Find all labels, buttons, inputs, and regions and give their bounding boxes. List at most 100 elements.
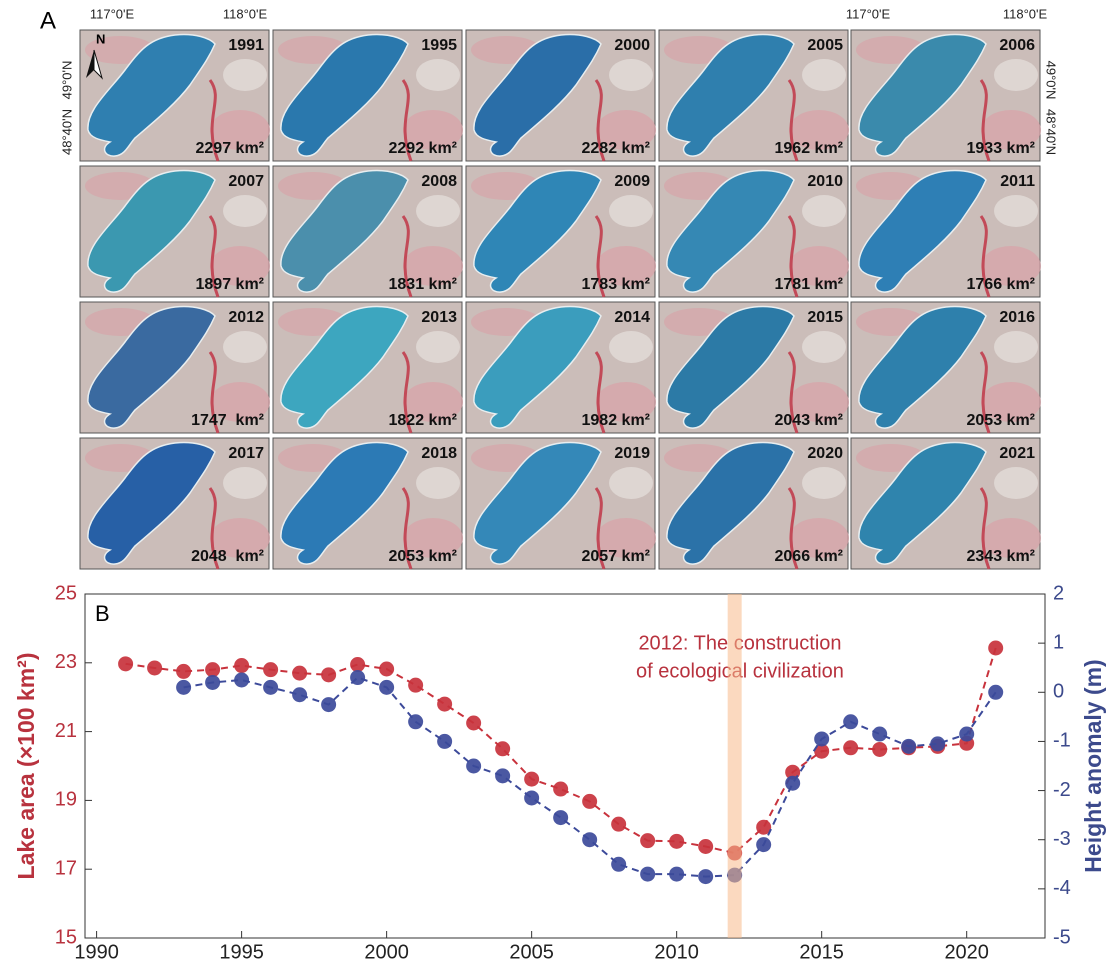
coord-label: 117°0'E xyxy=(90,6,135,21)
series-point xyxy=(321,667,336,682)
coord-label: 49°0'N xyxy=(59,61,74,100)
y2-axis-title: Height anomaly (m) xyxy=(1080,659,1106,872)
tile-year: 2018 xyxy=(421,445,457,462)
series-point xyxy=(843,740,858,755)
tile: 2018 2053 km² xyxy=(273,438,463,569)
series-point xyxy=(437,734,452,749)
x-tick-label: 2005 xyxy=(509,941,554,963)
tile-patch xyxy=(416,467,460,499)
tile-area: 2053 km² xyxy=(389,548,458,565)
tile: 20162053 km² xyxy=(851,302,1041,433)
coord-label: 118°0'E xyxy=(223,6,268,21)
series-point xyxy=(843,714,858,729)
coord-label: 48°40'N xyxy=(59,109,74,155)
tile-year: 2000 xyxy=(614,37,650,54)
tile-year: 2007 xyxy=(228,173,264,190)
highlight-band xyxy=(728,594,742,938)
tile-year: 2005 xyxy=(807,37,843,54)
series-point xyxy=(640,867,655,882)
tile: 20061933 km² xyxy=(851,30,1041,161)
tile-patch xyxy=(802,331,846,363)
tile-area: 1783 km² xyxy=(582,276,651,293)
tile-area: 2066 km² xyxy=(775,548,844,565)
coord-label: 118°0'E xyxy=(1003,6,1048,21)
series-point xyxy=(698,839,713,854)
plot-frame xyxy=(85,594,1045,938)
tile-year: 2014 xyxy=(614,309,650,326)
tile-patch xyxy=(609,467,653,499)
tile-patch xyxy=(994,467,1038,499)
x-tick-label: 2010 xyxy=(654,941,699,963)
series-point xyxy=(814,731,829,746)
tile-year: 2006 xyxy=(999,37,1035,54)
tile-area: 2057 km² xyxy=(582,548,651,565)
tile: 20111766 km² xyxy=(851,166,1041,297)
tile-year: 2020 xyxy=(807,445,843,462)
series-point xyxy=(611,817,626,832)
tile-area: 1982 km² xyxy=(582,412,651,429)
tile: 2014 1982 km² xyxy=(466,302,656,433)
series-point xyxy=(495,768,510,783)
tile: 2000 2282 km² xyxy=(466,30,656,161)
series-point xyxy=(263,680,278,695)
tile-patch xyxy=(223,467,267,499)
tile-year: 2008 xyxy=(421,173,457,190)
tile-year: 2011 xyxy=(1000,173,1035,190)
series-point xyxy=(524,790,539,805)
tile-area: 2297 km² xyxy=(196,140,265,157)
series-point xyxy=(466,759,481,774)
series-point xyxy=(495,741,510,756)
tile-patch xyxy=(609,59,653,91)
tile-patch xyxy=(609,195,653,227)
series-point xyxy=(437,697,452,712)
series-point xyxy=(611,857,626,872)
series-point xyxy=(756,837,771,852)
tile: 19952292 km² xyxy=(273,30,463,161)
tile: 2010 1781 km² xyxy=(659,166,849,297)
series-point xyxy=(379,680,394,695)
coord-label: 48°40'N xyxy=(1044,109,1059,155)
tile-patch xyxy=(994,195,1038,227)
coord-label: 49°0'N xyxy=(1044,61,1059,100)
panel-label: B xyxy=(95,601,110,626)
north-label: N xyxy=(96,31,105,46)
series-point xyxy=(350,670,365,685)
coord-label: 117°0'E xyxy=(846,6,891,21)
tile-year: 2017 xyxy=(228,445,264,462)
tile-area: 2343 km² xyxy=(967,548,1036,565)
series-point xyxy=(872,727,887,742)
tile: 2019 2057 km² xyxy=(466,438,656,569)
tile-area: 1781 km² xyxy=(775,276,844,293)
tile: 20131822 km² xyxy=(273,302,463,433)
x-tick-label: 2020 xyxy=(944,941,989,963)
y2-tick-label: 2 xyxy=(1053,582,1064,604)
tile-area: 1962 km² xyxy=(775,140,844,157)
tile-patch xyxy=(223,59,267,91)
series-point xyxy=(640,833,655,848)
tile-area: 2048 km² xyxy=(191,548,264,565)
y-tick-label: 17 xyxy=(55,857,77,879)
tile-area: 2282 km² xyxy=(582,140,651,157)
series-point xyxy=(176,664,191,679)
tile-year: 1995 xyxy=(421,37,457,54)
series-point xyxy=(147,660,162,675)
series-point xyxy=(176,680,191,695)
tile-year: 2010 xyxy=(807,173,843,190)
tile-year: 2016 xyxy=(999,309,1035,326)
tile-area: 1822 km² xyxy=(389,412,458,429)
y2-tick-label: -1 xyxy=(1053,730,1071,752)
series-point xyxy=(553,782,568,797)
series-point xyxy=(669,867,684,882)
y2-tick-label: 1 xyxy=(1053,631,1064,653)
series-point xyxy=(930,736,945,751)
series-point xyxy=(901,739,916,754)
tile-year: 2015 xyxy=(807,309,843,326)
y-tick-label: 21 xyxy=(55,720,77,742)
tile-area: 1747 km² xyxy=(191,412,264,429)
tile-year: 2019 xyxy=(614,445,650,462)
series-point xyxy=(292,687,307,702)
series-point xyxy=(988,641,1003,656)
